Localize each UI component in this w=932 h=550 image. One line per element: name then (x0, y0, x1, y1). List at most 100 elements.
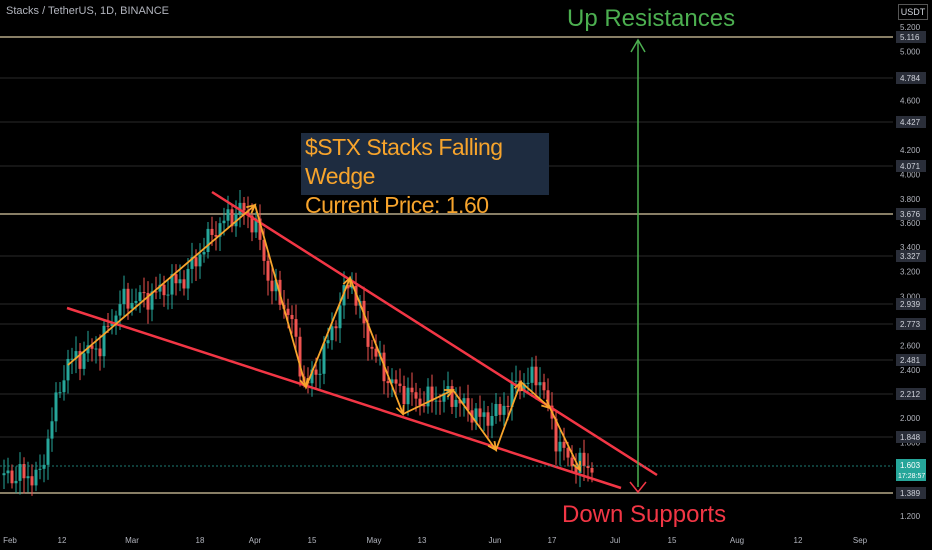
candle-body (70, 358, 74, 360)
zigzag-arrowhead (572, 460, 581, 472)
candle-body (266, 260, 270, 281)
candle-body (138, 292, 142, 301)
symbol-header: Stacks / TetherUS, 1D, BINANCE (6, 5, 170, 17)
candle-body (482, 412, 486, 417)
candle-body (214, 234, 218, 237)
candle-body (82, 353, 86, 369)
x-tick-label: Apr (249, 536, 262, 545)
level-tag-label: 2.773 (900, 320, 921, 329)
current-price-tag (896, 459, 926, 481)
candle-body (558, 441, 562, 452)
candle-body (546, 390, 550, 406)
candle-body (146, 292, 150, 310)
candle-body (106, 325, 110, 327)
level-price-tag: 3.327 (896, 250, 926, 262)
currency-unit-button[interactable]: USDT (898, 4, 928, 20)
y-tick-label: 4.600 (900, 97, 921, 106)
candle-body (582, 452, 586, 466)
y-tick-label: 3.000 (900, 292, 921, 301)
candle-body (142, 292, 146, 294)
y-tick-label: 3.800 (900, 195, 921, 204)
candle-body (218, 223, 222, 237)
level-tag-label: 2.212 (900, 390, 921, 399)
candle-body (542, 382, 546, 391)
candle-body (554, 418, 558, 452)
wedge-upper-line (211, 190, 658, 477)
zigzag-arrowhead (246, 203, 257, 214)
level-tag-label: 2.939 (900, 300, 921, 309)
candle-body (330, 326, 334, 341)
candle-body (574, 466, 578, 473)
level-tag-bg (896, 160, 926, 172)
candle-body (22, 464, 26, 479)
candle-body (498, 403, 502, 415)
candle-body (570, 457, 574, 467)
candle-body (122, 288, 126, 305)
candle-body (50, 421, 54, 439)
x-tick-label: Jun (489, 536, 502, 545)
candle-body (566, 447, 570, 458)
candle-body (502, 405, 506, 415)
candle-body (238, 202, 242, 214)
candle-body (158, 284, 162, 292)
candle-body (458, 399, 462, 404)
candle-body (522, 383, 526, 392)
level-tag-bg (896, 354, 926, 366)
candle-body (370, 346, 374, 349)
candle-body (514, 380, 518, 382)
y-tick-label: 4.200 (900, 146, 921, 155)
candle-body (114, 315, 118, 323)
level-price-tag: 4.784 (896, 72, 926, 84)
candle-body (46, 438, 50, 465)
current-price-value: 1.603 (900, 461, 921, 470)
candle-body (490, 416, 494, 426)
level-tag-label: 2.481 (900, 356, 921, 365)
candle-body (270, 280, 274, 292)
candle-body (86, 345, 90, 354)
level-tag-label: 3.327 (900, 252, 921, 261)
candle-body (38, 468, 42, 470)
candle-body (242, 202, 246, 211)
candle-body (298, 336, 302, 377)
candle-body (154, 291, 158, 293)
level-tag-label: 1.389 (900, 489, 921, 498)
level-tag-bg (896, 31, 926, 43)
candle-body (290, 314, 294, 320)
x-tick-label: Sep (853, 536, 868, 545)
candle-body (466, 398, 470, 411)
y-tick-label: 3.200 (900, 268, 921, 277)
y-tick-label: 5.200 (900, 23, 921, 32)
candle-body (462, 398, 466, 404)
candle-body (318, 373, 322, 375)
candle-body (250, 215, 254, 233)
zigzag-arrowhead (299, 377, 309, 389)
level-tag-bg (896, 116, 926, 128)
zigzag-wave (67, 203, 581, 471)
level-price-tag: 3.676 (896, 208, 926, 220)
level-tag-label: 5.116 (900, 33, 920, 42)
candle-body (26, 476, 30, 479)
zigzag-arrowhead (487, 440, 498, 452)
level-tag-bg (896, 487, 926, 499)
candle-body (338, 305, 342, 329)
candle-body (246, 210, 250, 216)
candle-body (494, 403, 498, 417)
candle-body (134, 300, 138, 303)
y-tick-label: 3.600 (900, 219, 921, 228)
candle-body (6, 470, 10, 474)
candle-body (346, 285, 350, 289)
candle-body (2, 473, 6, 476)
x-tick-label: 15 (308, 536, 317, 545)
level-tag-label: 1.848 (900, 433, 921, 442)
candle-body (422, 405, 426, 407)
candle-body (430, 386, 434, 402)
level-tag-bg (896, 298, 926, 310)
candle-body (590, 468, 594, 473)
up-resistances-label: Up Resistances (567, 5, 736, 32)
candle-body (386, 381, 390, 384)
level-tag-label: 4.071 (900, 162, 921, 171)
candle-body (486, 412, 490, 426)
candle-body (186, 268, 190, 289)
candle-body (510, 381, 514, 407)
